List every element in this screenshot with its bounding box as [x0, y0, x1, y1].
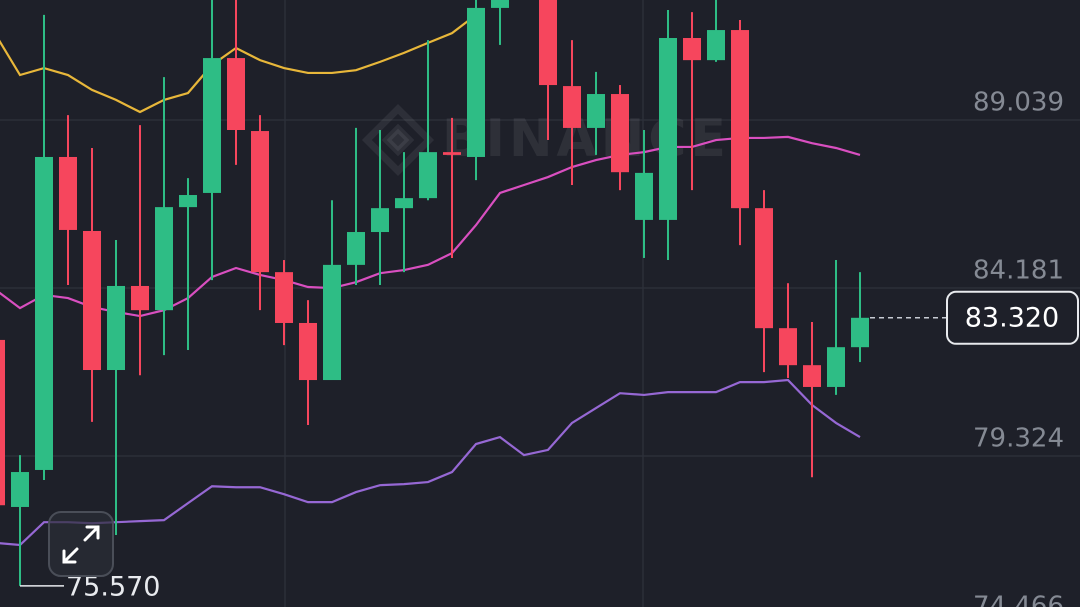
candle-body: [779, 328, 797, 366]
candle-body: [83, 230, 101, 371]
candle-body: [467, 7, 485, 157]
candle-body: [731, 30, 749, 209]
candles: [0, 0, 869, 586]
candle-body: [395, 198, 413, 209]
candle-body: [539, 0, 557, 86]
candle-body: [683, 38, 701, 61]
candle-body: [347, 232, 365, 265]
candle-body: [755, 208, 773, 329]
candle-body: [323, 264, 341, 381]
y-tick-label: 74.466: [973, 592, 1064, 607]
candle-body: [179, 195, 197, 208]
candle-body: [635, 172, 653, 220]
price-box: [946, 290, 1079, 345]
price-label: 83.320: [965, 302, 1059, 333]
candle-body: [587, 94, 605, 128]
candle-body: [155, 207, 173, 311]
y-tick-label: 89.039: [973, 88, 1064, 118]
candle-body: [107, 285, 125, 371]
candle-body: [611, 94, 629, 173]
candle-body: [35, 156, 53, 470]
candle-body: [443, 152, 461, 155]
expand-button[interactable]: [48, 511, 114, 577]
candle-body: [827, 347, 845, 387]
candle-body: [851, 317, 869, 348]
y-tick-label: 79.324: [973, 423, 1064, 453]
expand-icon: [62, 525, 100, 564]
candle-body: [275, 272, 293, 323]
expand-button-bg[interactable]: [48, 511, 114, 577]
candle-body: [251, 131, 269, 273]
candle-body: [0, 339, 5, 506]
candle-body: [563, 86, 581, 128]
candle-body: [371, 208, 389, 233]
watermark-logo: [361, 103, 435, 177]
candle-body: [227, 58, 245, 131]
candle-body: [659, 38, 677, 220]
candle-body: [203, 58, 221, 193]
band-line: [0, 378, 861, 547]
candle-body: [59, 156, 77, 230]
candle-body: [11, 472, 29, 507]
candle-body: [803, 365, 821, 387]
watermark: BINANCE: [442, 109, 730, 169]
candle-body: [707, 30, 725, 61]
candle-body: [299, 322, 317, 381]
grid: [0, 119, 1080, 457]
watermark-group: BINANCE: [361, 103, 730, 177]
y-tick-label: 84.181: [973, 256, 1064, 286]
candle-body: [419, 152, 437, 199]
candle-body: [131, 285, 149, 311]
candle-body: [491, 0, 509, 8]
